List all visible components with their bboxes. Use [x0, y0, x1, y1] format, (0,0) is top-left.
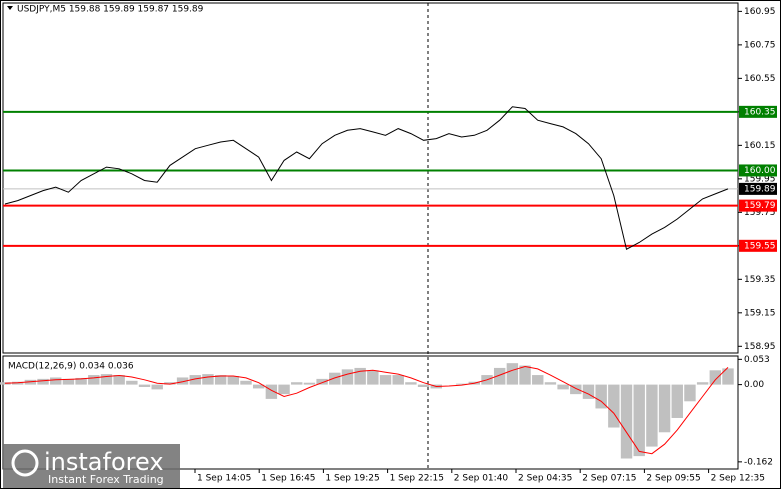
macd-label: MACD(12,26,9) 0.034 0.036 [8, 362, 134, 372]
macd-tick-label: -0.162 [744, 457, 773, 467]
macd-bar [519, 365, 531, 385]
macd-bar [582, 384, 595, 399]
macd-bar [493, 367, 506, 385]
y-tick-label: 159.75 [744, 208, 776, 218]
x-tick-label: 1 Sep 14:05 [197, 474, 251, 484]
x-tick-label: 2 Sep 01:40 [454, 474, 509, 484]
macd-bar [278, 384, 290, 395]
level-label-bg [739, 239, 777, 252]
macd-bar [544, 382, 557, 385]
macd-bar [620, 384, 633, 459]
macd-bar [684, 384, 696, 402]
macd-bar [658, 384, 671, 433]
x-tick-label: 1 Sep 22:15 [390, 474, 444, 484]
macd-bar [252, 384, 265, 389]
macd-bar [240, 380, 252, 385]
macd-bar [392, 375, 404, 385]
macd-bar [202, 374, 214, 385]
y-tick-label: 160.95 [744, 7, 776, 17]
macd-bar [354, 367, 366, 385]
macd-bar [189, 375, 201, 385]
macd-bar [151, 384, 163, 390]
macd-bar [646, 384, 658, 447]
macd-bar [367, 370, 379, 385]
macd-bar [608, 384, 620, 428]
y-tick-label: 160.75 [744, 40, 776, 50]
x-tick-label: 2 Sep 09:55 [646, 474, 700, 484]
x-tick-label: 1 Sep 19:25 [325, 474, 379, 484]
menu-arrow [7, 6, 13, 10]
price-line [4, 106, 729, 250]
macd-bar [532, 375, 544, 385]
price-panel [2, 2, 739, 354]
watermark-brand: instaforex [44, 448, 164, 476]
x-tick-label: 2 Sep 07:15 [582, 474, 636, 484]
macd-bar [75, 377, 87, 385]
y-tick-label: 158.95 [744, 342, 776, 352]
macd-bar [50, 377, 62, 385]
macd-bar [595, 384, 607, 409]
level-label-bg [739, 105, 777, 118]
macd-bar [62, 378, 75, 385]
y-tick-label: 160.55 [744, 74, 776, 84]
macd-bar [455, 383, 468, 385]
macd-panel [2, 355, 739, 470]
watermark-bg [3, 444, 180, 488]
macd-bar [113, 375, 125, 385]
macd-bar [176, 377, 189, 385]
level-label: 160.35 [744, 107, 776, 117]
macd-bar [341, 369, 354, 385]
level-label-bg [739, 199, 777, 212]
level-label: 160.00 [744, 166, 776, 176]
signal-line [4, 365, 729, 455]
y-tick-label: 159.15 [744, 308, 776, 318]
macd-bar [214, 375, 227, 385]
last-price-label: 159.89 [744, 184, 776, 194]
macd-bar [722, 368, 734, 385]
macd-bar [570, 384, 582, 395]
macd-bar [557, 384, 569, 390]
macd-bar [671, 384, 683, 418]
macd-bar [126, 380, 138, 385]
macd-bar [138, 384, 151, 387]
macd-bar [709, 370, 722, 385]
macd-bar [164, 382, 176, 385]
macd-tick-label: 0.00 [744, 380, 764, 390]
macd-bar [316, 378, 328, 385]
level-label: 159.55 [744, 241, 776, 251]
macd-bar [417, 384, 430, 387]
chart-title: USDJPY,M5 159.88 159.89 159.87 159.89 [17, 5, 204, 15]
macd-bar [265, 384, 278, 399]
macd-bar [303, 382, 316, 385]
macd-bar [506, 363, 519, 385]
macd-bar [329, 372, 341, 385]
watermark: instaforex Instant Forex Trading [3, 444, 180, 488]
macd-bar [37, 378, 49, 385]
y-tick-label: 159.35 [744, 275, 776, 285]
last-price-bg [739, 182, 777, 195]
watermark-icon [11, 449, 39, 477]
macd-bar [100, 374, 113, 385]
macd-bar [24, 379, 37, 385]
x-tick-label: 2 Sep 12:35 [711, 474, 765, 484]
level-label-bg [739, 164, 777, 177]
macd-bar [633, 384, 645, 457]
macd-bar [227, 376, 240, 385]
level-label: 159.79 [744, 201, 776, 211]
macd-bar [379, 375, 392, 385]
macd-bar [696, 382, 709, 385]
x-tick-label: 1 Sep 16:45 [261, 474, 315, 484]
macd-bar [405, 382, 417, 385]
watermark-tagline: Instant Forex Trading [48, 473, 164, 486]
macd-bar [291, 382, 303, 385]
y-tick-label: 160.15 [744, 141, 776, 151]
macd-bar [88, 375, 100, 385]
macd-tick-label: 0.053 [744, 355, 770, 365]
y-tick-label: 159.95 [744, 174, 776, 184]
x-tick-label: 2 Sep 04:35 [518, 474, 572, 484]
